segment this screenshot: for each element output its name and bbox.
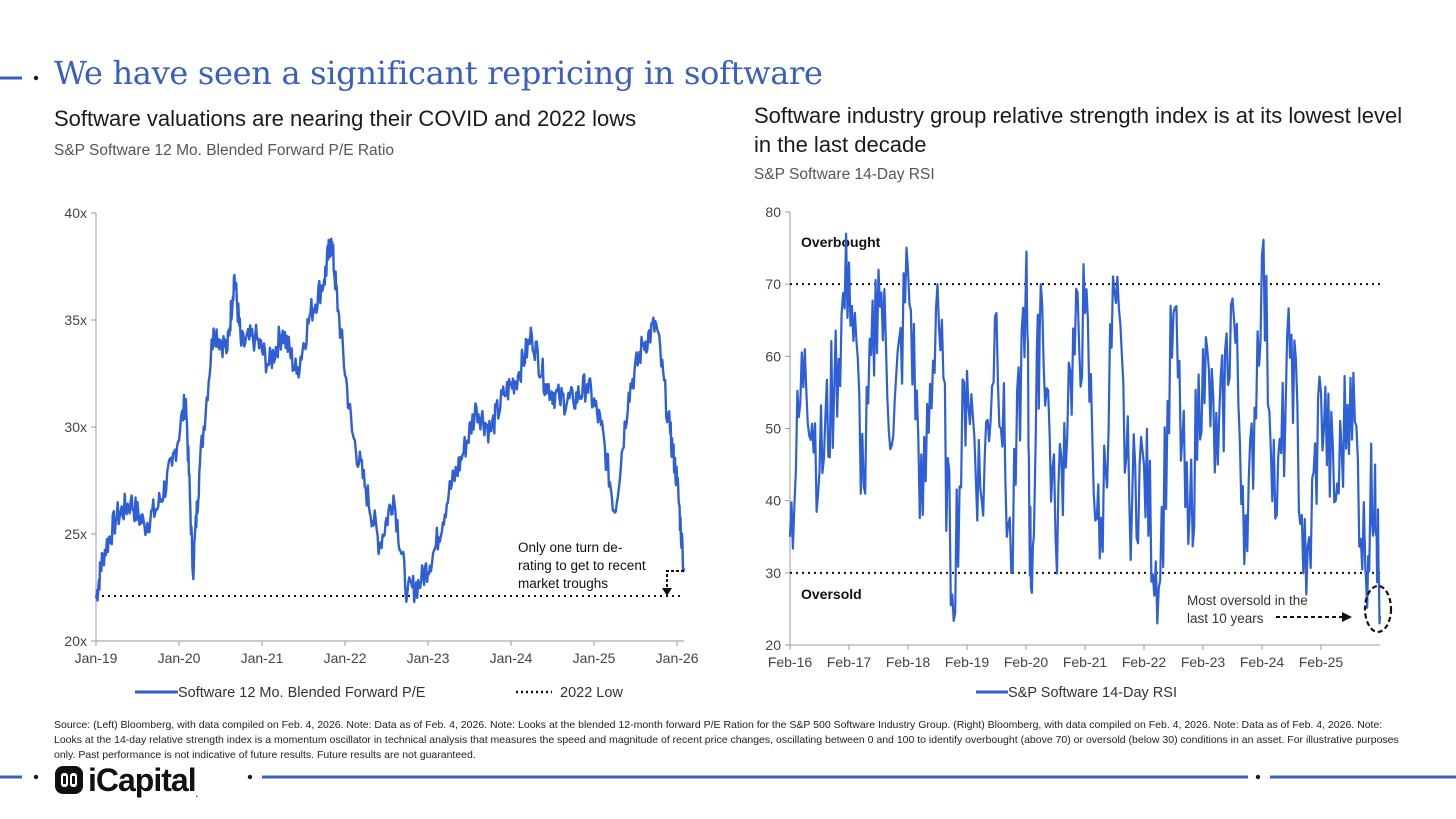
x-tick-label: Feb-16 <box>768 654 813 670</box>
right-chart-title: Software industry group relative strengt… <box>754 103 1403 157</box>
annotation-line-2: rating to get to recent <box>518 558 646 573</box>
pe-series-line <box>94 237 686 604</box>
right-chart-subtitle: S&P Software 14-Day RSI <box>754 166 935 183</box>
y-tick-label: 25x <box>64 526 87 542</box>
x-tick-label: Feb-19 <box>945 654 990 670</box>
y-tick-label: 40x <box>64 205 87 221</box>
y-tick-label: 20x <box>64 633 87 649</box>
x-tick-label: Jan-26 <box>656 650 699 666</box>
left-chart-title: Software valuations are nearing their CO… <box>54 106 637 131</box>
x-tick-label: Jan-23 <box>407 650 450 666</box>
overbought-label: Overbought <box>801 234 881 250</box>
x-tick-label: Feb-21 <box>1063 654 1108 670</box>
y-tick-label: 50 <box>765 421 781 437</box>
oversold-label: Oversold <box>801 586 862 602</box>
x-tick-label: Feb-18 <box>886 654 931 670</box>
x-tick-label: Jan-24 <box>490 650 533 666</box>
left-chart-subtitle: S&P Software 12 Mo. Blended Forward P/E … <box>54 142 395 159</box>
y-tick-label: 20 <box>765 637 781 653</box>
annotation-line-2: last 10 years <box>1187 611 1264 626</box>
annotation-arrow <box>666 570 684 589</box>
icapital-logo-wordmark: iCapital. <box>88 761 198 799</box>
annotation-arrow-head <box>1342 612 1352 622</box>
annotation-line-1: Most oversold in the <box>1187 593 1308 608</box>
icapital-logo-mark-icon <box>55 766 83 794</box>
annotation-line-3: market troughs <box>518 576 608 591</box>
y-tick-label: 35x <box>64 312 87 328</box>
oversold-highlight-circle <box>1363 584 1393 634</box>
x-tick-label: Feb-17 <box>827 654 872 670</box>
legend-pe-label: Software 12 Mo. Blended Forward P/E <box>178 685 426 701</box>
annotation-arrow-head <box>662 588 672 596</box>
x-tick-label: Jan-21 <box>241 650 284 666</box>
y-tick-label: 30x <box>64 419 87 435</box>
x-tick-label: Jan-19 <box>75 650 118 666</box>
x-tick-label: Feb-24 <box>1240 654 1285 670</box>
x-tick-label: Jan-25 <box>573 650 616 666</box>
footnote: Source: (Left) Bloomberg, with data comp… <box>54 719 1399 761</box>
x-tick-label: Feb-22 <box>1122 654 1167 670</box>
y-tick-label: 60 <box>765 348 781 364</box>
right-legend: S&P Software 14-Day RSI <box>976 685 1177 701</box>
right-chart: 20 30 40 50 60 70 80 Feb-16 Feb-17 Feb-18 Feb-19 Fe… <box>765 204 1393 701</box>
left-annotation: Only one turn de- rating to get to recen… <box>518 540 684 596</box>
annotation-line-1: Only one turn de- <box>518 540 622 555</box>
left-legend: Software 12 Mo. Blended Forward P/E 2022… <box>135 685 623 701</box>
left-chart: 20x 25x 30x 35x 40x Jan-19 Jan-20 Jan-21 Jan-22 J… <box>64 205 698 701</box>
y-tick-label: 30 <box>765 565 781 581</box>
legend-rsi-label: S&P Software 14-Day RSI <box>1008 685 1177 701</box>
x-tick-label: Feb-25 <box>1299 654 1344 670</box>
legend-low-label: 2022 Low <box>560 685 623 701</box>
y-tick-label: 70 <box>765 276 781 292</box>
x-tick-label: Jan-22 <box>324 650 367 666</box>
right-chart-ticks: 20 30 40 50 60 70 80 Feb-16 Feb-17 Feb-18 Feb-19 Fe… <box>765 204 1343 670</box>
x-tick-label: Feb-23 <box>1181 654 1226 670</box>
rsi-series-line <box>788 232 1382 625</box>
page-title: We have seen a significant repricing in … <box>54 54 823 92</box>
right-annotation: Most oversold in the last 10 years <box>1187 584 1393 634</box>
y-tick-label: 40 <box>765 493 781 509</box>
icapital-logo: iCapital. <box>54 761 198 799</box>
y-tick-label: 80 <box>765 204 781 220</box>
x-tick-label: Feb-20 <box>1004 654 1049 670</box>
left-chart-ticks: 20x 25x 30x 35x 40x Jan-19 Jan-20 Jan-21 Jan-22 J… <box>64 205 698 666</box>
x-tick-label: Jan-20 <box>158 650 201 666</box>
